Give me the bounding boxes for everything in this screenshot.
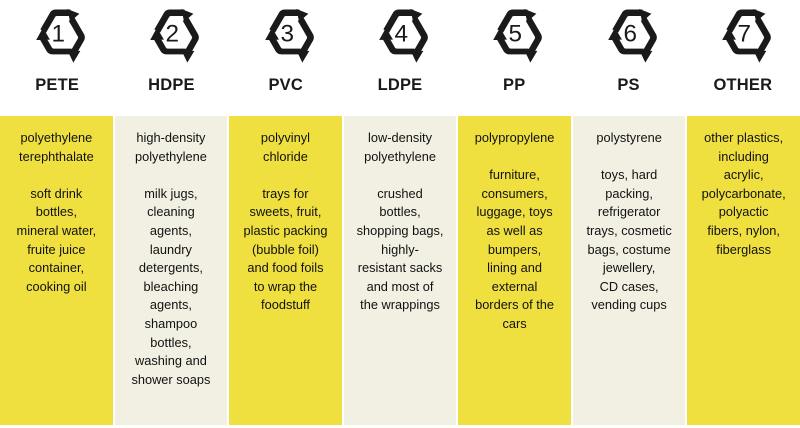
symbol-header-other: 7 OTHER	[686, 0, 800, 116]
symbol-header-row: 1 PETE 2 HDPE 3 PVC 4 LDPE 5 PP 6 PS 7 OTHER	[0, 0, 800, 116]
resin-label: HDPE	[148, 76, 195, 94]
panel-material-name: polystyrene	[596, 130, 662, 145]
loop-arrow-1	[383, 9, 423, 33]
loop-arrow-1	[269, 9, 309, 33]
resin-code-number: 6	[623, 21, 637, 48]
panel-material-name: high-density polyethylene	[134, 130, 207, 164]
loop-arrow-3	[36, 27, 72, 55]
panel-uses-list: furniture, consumers, luggage, toys as well…	[475, 167, 555, 331]
symbol-header-pete: 1 PETE	[0, 0, 114, 116]
description-panel-row: polyethylene terephthalate soft drink bottl…	[0, 116, 800, 425]
loop-arrow-3	[150, 27, 187, 55]
resin-code-number: 5	[509, 21, 523, 48]
loop-arrow-3	[379, 27, 415, 55]
symbol-header-hdpe: 2 HDPE	[114, 0, 228, 116]
recycling-loop-icon: 5	[493, 9, 543, 63]
symbol-header-ps: 6 PS	[571, 0, 685, 116]
resin-label: PP	[503, 76, 526, 94]
recycling-loop-icon: 7	[722, 9, 771, 63]
recycling-loop-icon: 3	[264, 9, 314, 63]
panel-material-name: polypropylene	[474, 130, 555, 145]
resin-label: PETE	[35, 76, 80, 94]
resin-code-number: 1	[52, 21, 66, 48]
panel-other: other plastics, including acrylic, polycarb…	[687, 116, 800, 425]
loop-arrow-2	[410, 17, 428, 63]
panel-hdpe: high-density polyethylene milk jugs, cleani…	[114, 116, 228, 425]
loop-arrow-2	[296, 17, 314, 63]
panel-description: other plastics, including acrylic, polycarb…	[701, 130, 786, 257]
loop-arrow-3	[607, 27, 644, 55]
panel-material-name: polyvinyl chloride	[260, 130, 310, 164]
panel-pp: polypropylene furniture, consumers, luggage…	[458, 116, 571, 425]
loop-arrow-1	[154, 9, 194, 33]
panel-uses-list: soft drink bottles, mineral water, fruite j…	[16, 185, 97, 294]
panel-material-name: polyethylene terephthalate	[19, 130, 94, 164]
panel-pete: polyethylene terephthalate soft drink bottl…	[0, 116, 113, 425]
loop-arrow-2	[67, 17, 85, 63]
resin-code-number: 4	[394, 21, 408, 48]
panel-ldpe: low-density polyethylene crushed bottles, sh…	[343, 116, 457, 425]
loop-arrow-1	[497, 9, 537, 33]
resin-label: LDPE	[377, 76, 423, 94]
panel-uses-list: milk jugs, cleaning agents, laundry detergen…	[131, 185, 211, 387]
panel-material-name: low-density polyethylene	[364, 130, 436, 164]
recycling-loop-icon: 4	[379, 9, 428, 63]
loop-arrow-2	[639, 17, 657, 63]
loop-arrow-2	[524, 17, 543, 63]
recycling-loop-icon: 2	[150, 9, 200, 63]
loop-arrow-1	[611, 9, 651, 33]
resin-code-number: 3	[280, 21, 294, 48]
loop-arrow-3	[493, 27, 529, 55]
panel-ps: polystyrene toys, hard packing, refrigerato…	[572, 116, 686, 425]
panel-uses-list: toys, hard packing, refrigerator trays, cos…	[586, 167, 672, 313]
loop-arrow-1	[726, 9, 766, 33]
resin-code-number: 2	[166, 21, 180, 48]
symbol-header-ldpe: 4 LDPE	[343, 0, 457, 116]
loop-arrow-1	[40, 9, 80, 33]
panel-pvc: polyvinyl chloride trays for sweets, fruit,…	[229, 116, 342, 425]
recycling-loop-icon: 1	[36, 9, 85, 63]
loop-arrow-2	[181, 17, 200, 63]
recycling-loop-icon: 6	[607, 9, 657, 63]
panel-uses-list: crushed bottles, shopping bags, highly-resi…	[356, 185, 444, 313]
resin-label: PS	[617, 76, 640, 94]
panel-uses-list: trays for sweets, fruit, plastic packing (b…	[243, 185, 328, 313]
loop-arrow-3	[722, 27, 758, 55]
loop-arrow-3	[264, 27, 301, 55]
symbol-header-pp: 5 PP	[457, 0, 571, 116]
loop-arrow-2	[753, 17, 771, 63]
symbol-header-pvc: 3 PVC	[229, 0, 343, 116]
resin-label: PVC	[268, 76, 303, 94]
resin-label: OTHER	[713, 76, 773, 94]
resin-code-number: 7	[737, 21, 751, 48]
